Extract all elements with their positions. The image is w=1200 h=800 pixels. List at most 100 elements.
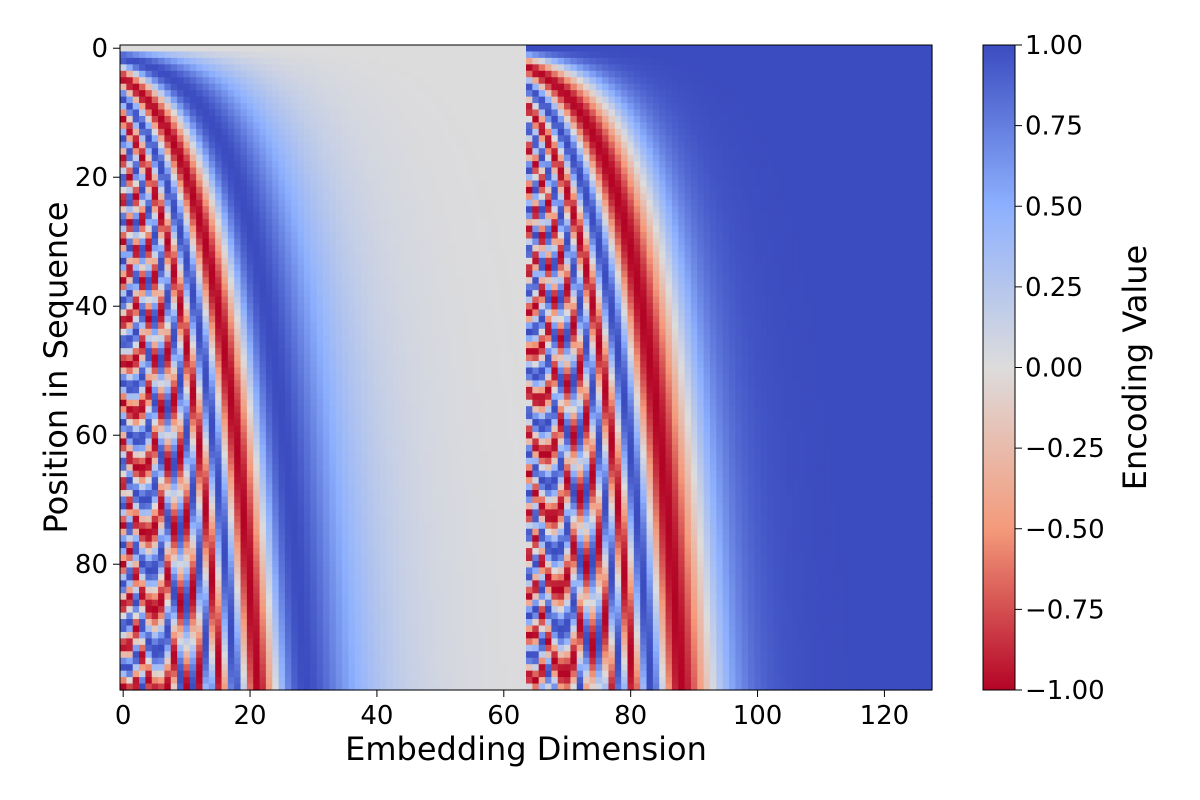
heatmap-cell: [386, 174, 394, 182]
heatmap-cell: [335, 70, 343, 78]
heatmap-cell: [126, 135, 134, 143]
heatmap-cell: [487, 103, 495, 111]
heatmap-cell: [557, 232, 565, 240]
heatmap-cell: [684, 257, 692, 265]
heatmap-cell: [735, 225, 743, 233]
heatmap-cell: [671, 83, 679, 91]
heatmap-cell: [678, 154, 686, 162]
heatmap-cell: [189, 199, 197, 207]
heatmap-cell: [139, 109, 146, 117]
heatmap-cell: [570, 154, 578, 162]
heatmap-cell: [583, 283, 591, 291]
heatmap-cell: [380, 51, 388, 59]
heatmap-cell: [817, 264, 825, 272]
heatmap-cell: [690, 219, 698, 227]
heatmap-cell: [906, 148, 914, 156]
heatmap-cell: [411, 238, 419, 246]
heatmap-cell: [456, 135, 464, 143]
heatmap-cell: [906, 206, 914, 214]
heatmap-cell: [120, 128, 127, 136]
heatmap-cell: [532, 109, 540, 117]
heatmap-cell: [189, 77, 197, 85]
heatmap-cell: [202, 277, 210, 285]
heatmap-cell: [170, 225, 178, 233]
heatmap-cell: [671, 128, 679, 136]
heatmap-cell: [513, 154, 521, 162]
heatmap-cell: [196, 257, 204, 265]
heatmap-cell: [652, 141, 660, 149]
heatmap-cell: [303, 115, 311, 123]
heatmap-cell: [824, 251, 832, 259]
heatmap-cell: [811, 70, 819, 78]
heatmap-cell: [906, 109, 914, 117]
heatmap-cell: [621, 193, 629, 201]
heatmap-cell: [361, 244, 368, 252]
heatmap-cell: [487, 251, 495, 259]
heatmap-cell: [291, 219, 299, 227]
heatmap-cell: [399, 109, 407, 117]
heatmap-cell: [367, 90, 375, 98]
heatmap-cell: [735, 57, 743, 65]
heatmap-cell: [652, 290, 660, 298]
heatmap-cell: [697, 199, 705, 207]
heatmap-cell: [843, 193, 851, 201]
heatmap-cell: [462, 83, 470, 91]
heatmap-cell: [570, 96, 578, 104]
heatmap-cell: [557, 57, 565, 65]
heatmap-cell: [481, 244, 489, 252]
heatmap-cell: [494, 238, 502, 246]
heatmap-cell: [208, 109, 216, 117]
heatmap-cell: [912, 135, 920, 143]
heatmap-cell: [177, 270, 185, 278]
heatmap-cell: [399, 225, 407, 233]
heatmap-cell: [703, 206, 711, 214]
heatmap-cell: [602, 199, 610, 207]
heatmap-cell: [506, 174, 514, 182]
heatmap-cell: [532, 103, 540, 111]
heatmap-cell: [570, 193, 578, 201]
heatmap-cell: [874, 115, 882, 123]
heatmap-cell: [855, 45, 863, 53]
heatmap-cell: [177, 264, 185, 272]
heatmap-cell: [202, 251, 210, 259]
heatmap-cell: [684, 115, 692, 123]
heatmap-cell: [240, 283, 248, 291]
heatmap-cell: [690, 90, 698, 98]
heatmap-cell: [919, 122, 927, 130]
heatmap-cell: [303, 257, 311, 265]
heatmap-cell: [323, 257, 330, 265]
heatmap-cell: [526, 135, 533, 143]
heatmap-cell: [640, 232, 648, 240]
heatmap-cell: [741, 186, 749, 194]
heatmap-cell: [367, 115, 375, 123]
heatmap-cell: [729, 219, 736, 227]
heatmap-cell: [665, 277, 673, 285]
heatmap-cell: [925, 264, 933, 272]
heatmap-cell: [564, 128, 571, 136]
heatmap-cell: [139, 283, 146, 291]
heatmap-cell: [792, 219, 800, 227]
heatmap-cell: [487, 167, 495, 175]
heatmap-cell: [291, 264, 299, 272]
heatmap-cell: [145, 219, 153, 227]
heatmap-cell: [652, 219, 660, 227]
heatmap-cell: [741, 167, 749, 175]
heatmap-cell: [748, 290, 755, 298]
heatmap-cell: [786, 206, 794, 214]
heatmap-cell: [367, 135, 375, 143]
heatmap-cell: [227, 45, 235, 53]
heatmap-cell: [437, 257, 445, 265]
heatmap-cell: [380, 225, 388, 233]
heatmap-cell: [633, 148, 641, 156]
heatmap-cell: [583, 45, 591, 53]
heatmap-cell: [811, 141, 819, 149]
heatmap-cell: [221, 232, 229, 240]
heatmap-cell: [380, 109, 388, 117]
heatmap-cell: [215, 141, 223, 149]
heatmap-cell: [284, 109, 292, 117]
heatmap-cell: [227, 283, 235, 291]
heatmap-cell: [170, 45, 178, 53]
heatmap-cell: [843, 244, 851, 252]
heatmap-cell: [335, 174, 343, 182]
heatmap-cell: [348, 238, 356, 246]
